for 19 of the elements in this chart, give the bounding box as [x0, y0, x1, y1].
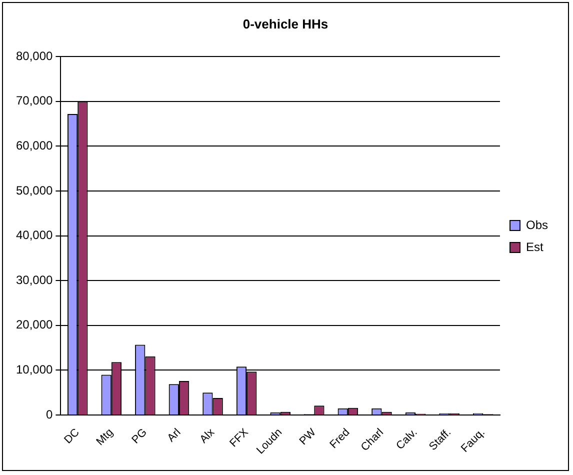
x-tick-label: Calv.	[394, 426, 420, 452]
y-tick-label: 0	[46, 407, 54, 422]
y-tick-label: 80,000	[16, 48, 54, 63]
legend-label: Obs	[526, 218, 548, 232]
x-tick-label: PW	[297, 426, 319, 448]
y-tick-label: 70,000	[16, 94, 54, 108]
y-tick-label: 20,000	[16, 318, 54, 332]
y-tick-label: 50,000	[16, 183, 54, 198]
legend-label: Est	[526, 240, 544, 254]
y-tick-label: 40,000	[16, 228, 54, 242]
x-tick-label: PG	[130, 426, 150, 446]
x-tick-label: Alx	[198, 426, 218, 446]
y-tick-label: 30,000	[16, 272, 54, 287]
x-tick-label: Arl	[165, 426, 184, 444]
y-tick-label: 10,000	[16, 362, 54, 377]
y-tick-label: 60,000	[16, 138, 54, 153]
chart-title: 0-vehicle HHs	[242, 16, 328, 32]
x-tick-label: DC	[62, 426, 82, 446]
x-tick-label: Mtg	[94, 426, 116, 448]
